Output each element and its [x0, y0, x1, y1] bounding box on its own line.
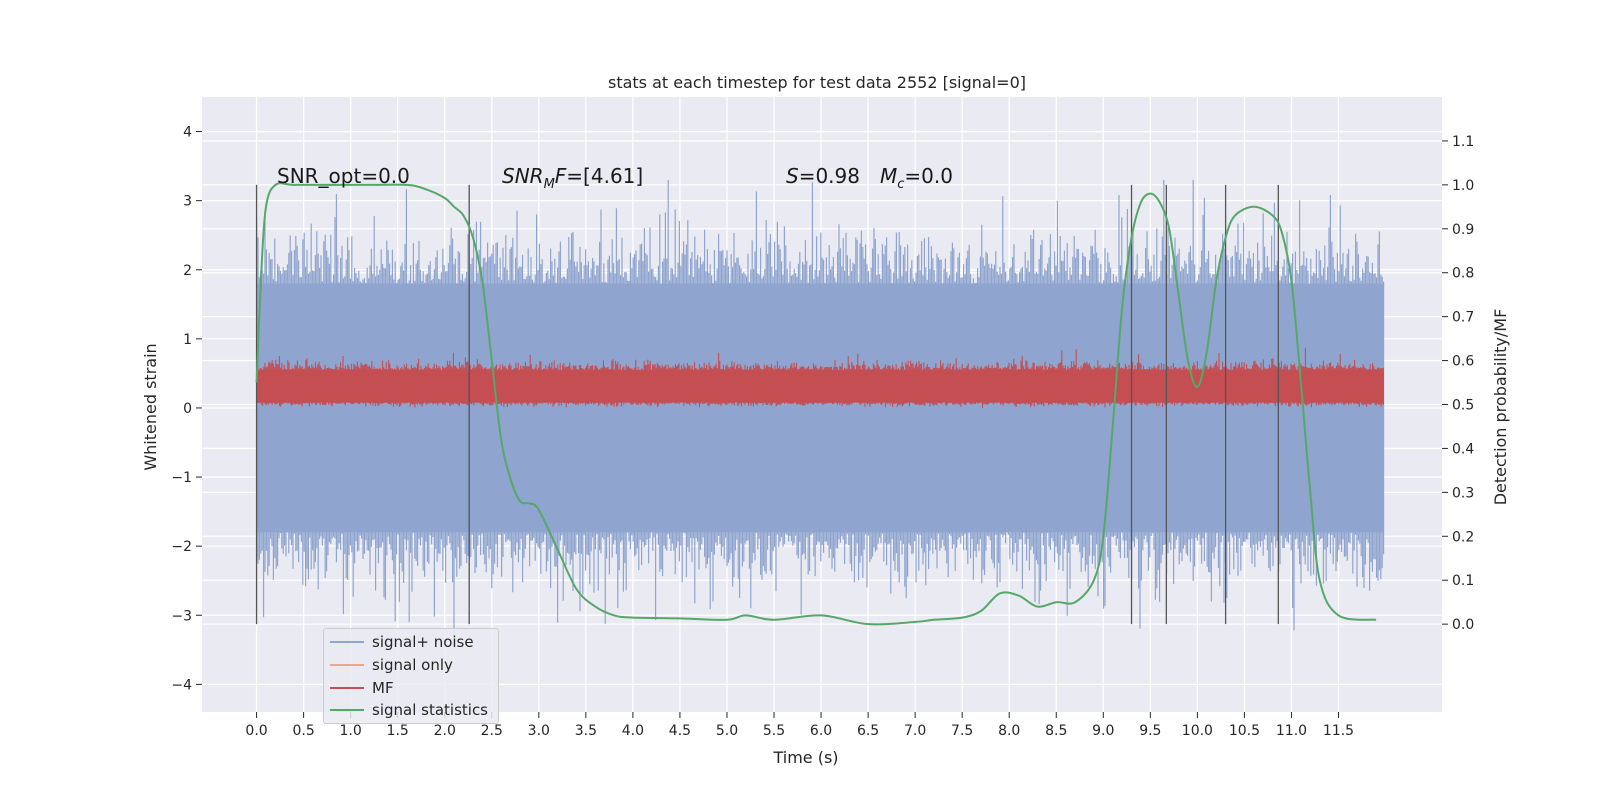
y2-axis-label: Detection probability/MF [1491, 309, 1510, 506]
annotation-mc-value: =0.0 [904, 164, 953, 188]
x-axis-label: Time (s) [772, 748, 838, 767]
legend: signal+ noise signal only MF signal stat… [323, 628, 499, 724]
x-tick-label: 4.5 [669, 723, 691, 739]
x-tick-label: 3.0 [528, 723, 550, 739]
legend-swatch-mf [330, 687, 364, 689]
legend-swatch-signal-noise [330, 641, 364, 643]
y-tick-label: 1 [183, 332, 192, 348]
x-tick-label: 1.0 [340, 723, 362, 739]
y2-tick-label: 0.7 [1452, 310, 1474, 326]
x-tick-label: 6.5 [857, 723, 879, 739]
x-tick-label: 1.5 [387, 723, 409, 739]
x-tick-label: 4.0 [622, 723, 644, 739]
annotation-snr-opt-text: SNR_opt=0.0 [277, 164, 410, 188]
chart-title: stats at each timestep for test data 255… [608, 73, 1026, 92]
y2-tick-label: 0.5 [1452, 398, 1474, 414]
x-tick-label: 5.0 [716, 723, 738, 739]
x-tick-label: 8.0 [998, 723, 1020, 739]
annotation-snr-mf-value: =[4.61] [566, 164, 644, 188]
x-tick-label: 5.5 [763, 723, 785, 739]
x-tick-label: 10.5 [1229, 723, 1260, 739]
x-tick-label: 0.0 [245, 723, 267, 739]
annotation-snr-mf-sub: M [543, 177, 555, 192]
x-tick-label: 10.0 [1182, 723, 1213, 739]
axes: 0.0 0.5 1.0 1.5 2.0 2.5 3.0 3.5 4.0 4.5 5.0 5.5 6.0 6… [171, 125, 1474, 739]
legend-label-signal-statistics: signal statistics [372, 701, 489, 719]
legend-item-signal-statistics: signal statistics [330, 699, 488, 721]
legend-item-signal-only: signal only [330, 654, 453, 676]
y-tick-label: 0 [183, 401, 192, 417]
x-tick-label: 0.5 [292, 723, 314, 739]
x-tick-label: 9.5 [1139, 723, 1161, 739]
annotation-mc: Mc=0.0 [880, 164, 953, 192]
y2-tick-label: 0.9 [1452, 222, 1474, 238]
annotation-mc-label: M [880, 164, 898, 188]
y-tick-label: 2 [183, 263, 192, 279]
y-tick-label: −3 [171, 608, 192, 624]
y-tick-label: 4 [183, 125, 192, 141]
annotation-s-label: S [786, 164, 799, 188]
y2-tick-label: 1.1 [1452, 134, 1474, 150]
x-tick-label: 2.5 [481, 723, 503, 739]
legend-item-mf: MF [330, 677, 394, 699]
y2-tick-label: 0.6 [1452, 354, 1474, 370]
x-tick-label: 11.5 [1323, 723, 1354, 739]
y2-tick-label: 0.4 [1452, 441, 1474, 457]
legend-item-signal-noise: signal+ noise [330, 631, 474, 653]
y2-tick-label: 0.0 [1452, 617, 1474, 633]
annotation-snr-mf-label: SNR [502, 164, 544, 188]
annotation-snr-mf-label2: F [554, 164, 567, 188]
y2-tick-label: 0.1 [1452, 573, 1474, 589]
annotation-mc-sub: c [897, 177, 905, 192]
x-tick-label: 9.0 [1092, 723, 1114, 739]
series-signal-statistics [255, 182, 1377, 626]
x-tick-label: 3.5 [575, 723, 597, 739]
annotation-s: S=0.98 [786, 164, 860, 188]
x-tick-label: 6.0 [810, 723, 832, 739]
x-tick-label: 8.5 [1045, 723, 1067, 739]
y-tick-label: 3 [183, 194, 192, 210]
y-tick-label: −4 [171, 677, 192, 693]
y-axis-label: Whitened strain [141, 343, 160, 470]
x-tick-label: 11.0 [1276, 723, 1307, 739]
y-tick-label: −1 [171, 470, 192, 486]
legend-swatch-signal-only [330, 664, 364, 666]
legend-label-signal-noise: signal+ noise [372, 633, 474, 651]
vertical-markers [255, 184, 1279, 625]
annotation-s-value: =0.98 [798, 164, 860, 188]
x-tick-label: 7.5 [951, 723, 973, 739]
legend-label-signal-only: signal only [372, 656, 453, 674]
x-tick-label: 2.0 [434, 723, 456, 739]
series-signal-noise [256, 179, 1385, 638]
y-tick-label: −2 [171, 539, 192, 555]
legend-label-mf: MF [372, 679, 394, 697]
annotation-snr-mf: SNRMF=[4.61] [502, 164, 643, 192]
y2-tick-label: 0.3 [1452, 485, 1474, 501]
signal-statistics-line [255, 182, 1377, 626]
y2-tick-label: 0.2 [1452, 529, 1474, 545]
y2-tick-label: 0.8 [1452, 266, 1474, 282]
annotation-snr-opt: SNR_opt=0.0 [277, 164, 410, 188]
x-tick-label: 7.0 [904, 723, 926, 739]
legend-swatch-signal-statistics [330, 709, 364, 711]
y2-tick-label: 1.0 [1452, 178, 1474, 194]
